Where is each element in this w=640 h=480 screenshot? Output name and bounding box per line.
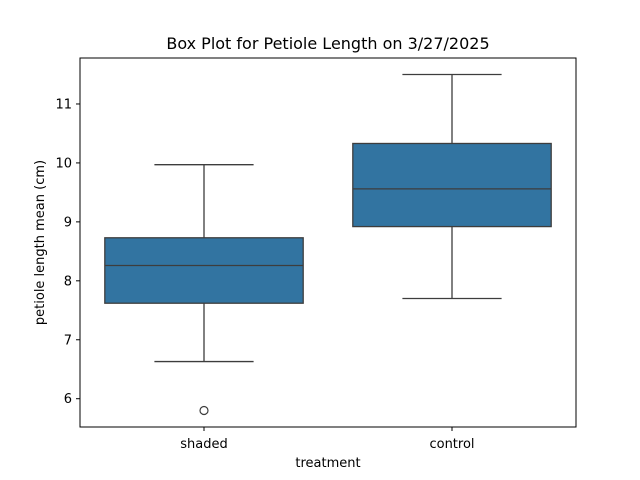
y-tick-label: 7: [64, 333, 72, 348]
x-tick-label: shaded: [180, 437, 227, 452]
plot-frame: [79, 57, 577, 428]
chart-title: Box Plot for Petiole Length on 3/27/2025: [166, 34, 489, 53]
plot-area: 6 7 8 9 10 11 shaded control: [55, 73, 552, 452]
box-iqr: [104, 237, 304, 304]
box-group-shaded: [104, 164, 304, 416]
y-axis-label: petiole length mean (cm): [33, 160, 48, 325]
outlier-point: [199, 405, 209, 416]
box-group-control: [352, 73, 552, 300]
y-tick-label: 6: [64, 392, 72, 407]
y-tick-label: 8: [64, 274, 72, 289]
box-iqr: [352, 142, 552, 228]
y-tick-label: 9: [64, 215, 72, 230]
y-tick-label: 11: [55, 97, 72, 112]
x-tick-label: control: [429, 437, 474, 452]
x-axis-label: treatment: [295, 456, 360, 471]
y-tick-label: 10: [55, 156, 72, 171]
